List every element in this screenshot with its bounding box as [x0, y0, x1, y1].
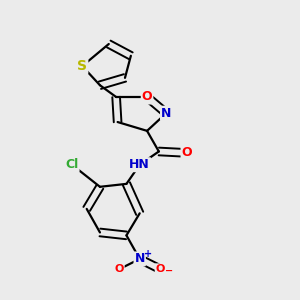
Text: Cl: Cl [65, 158, 79, 171]
Text: O: O [142, 91, 152, 103]
Text: S: S [77, 59, 87, 73]
Text: N: N [134, 252, 145, 266]
Text: −: − [164, 266, 172, 276]
Text: O: O [182, 146, 192, 159]
Text: N: N [161, 107, 171, 120]
Text: O: O [114, 264, 124, 274]
Text: O: O [156, 264, 165, 274]
Text: +: + [144, 249, 152, 259]
Text: HN: HN [129, 158, 150, 171]
